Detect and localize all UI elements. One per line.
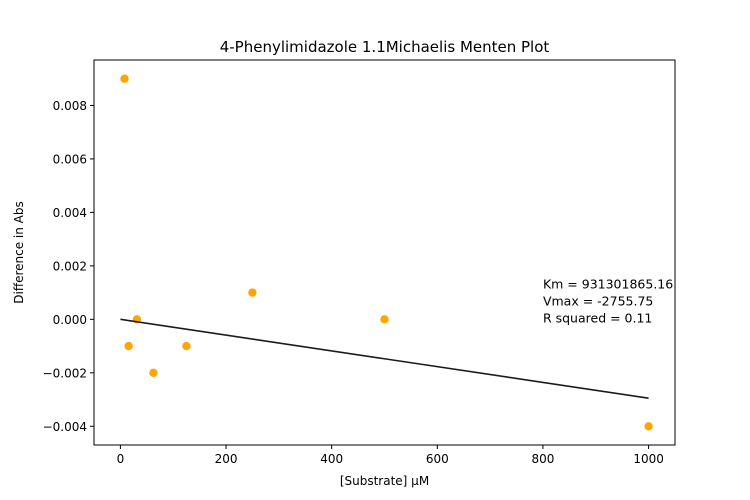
data-point (149, 368, 158, 378)
data-point (182, 341, 191, 351)
annotation-line: Km = 931301865.16 (543, 277, 673, 292)
fit-annotation: Km = 931301865.16 Vmax = -2755.75 R square… (543, 277, 673, 326)
fit-line (120, 318, 649, 400)
data-point (380, 315, 389, 324)
y-tick-label: −0.002 (43, 366, 87, 380)
y-tick-label: 0.000 (53, 313, 87, 327)
chart-title: 4-Phenylimidazole 1.1Michaelis Menten Pl… (220, 38, 550, 56)
y-axis: −0.004 −0.002 0.000 0.002 0.004 0.006 0.008 (43, 99, 94, 434)
data-point (644, 422, 653, 431)
data-point (248, 288, 257, 297)
annotation-line: R squared = 0.11 (543, 311, 652, 326)
data-point (120, 74, 129, 83)
y-tick-label: 0.008 (53, 99, 87, 113)
x-axis: 0 200 400 600 800 1000 (117, 445, 664, 466)
x-tick-label: 800 (532, 452, 555, 466)
x-tick-label: 600 (426, 452, 449, 466)
y-tick-label: 0.006 (53, 152, 87, 166)
y-tick-label: 0.004 (53, 206, 87, 220)
annotation-line: Vmax = -2755.75 (543, 294, 653, 309)
x-tick-label: 0 (117, 452, 125, 466)
plot-area (120, 74, 653, 431)
x-tick-label: 200 (215, 452, 238, 466)
y-tick-label: −0.004 (43, 420, 87, 434)
y-axis-title: Difference in Abs (12, 201, 26, 304)
data-point (124, 341, 133, 351)
y-tick-label: 0.002 (53, 259, 87, 273)
x-tick-label: 1000 (633, 452, 664, 466)
x-axis-title: [Substrate] µM (340, 474, 429, 488)
x-tick-label: 400 (320, 452, 343, 466)
plot-frame (93, 59, 676, 446)
